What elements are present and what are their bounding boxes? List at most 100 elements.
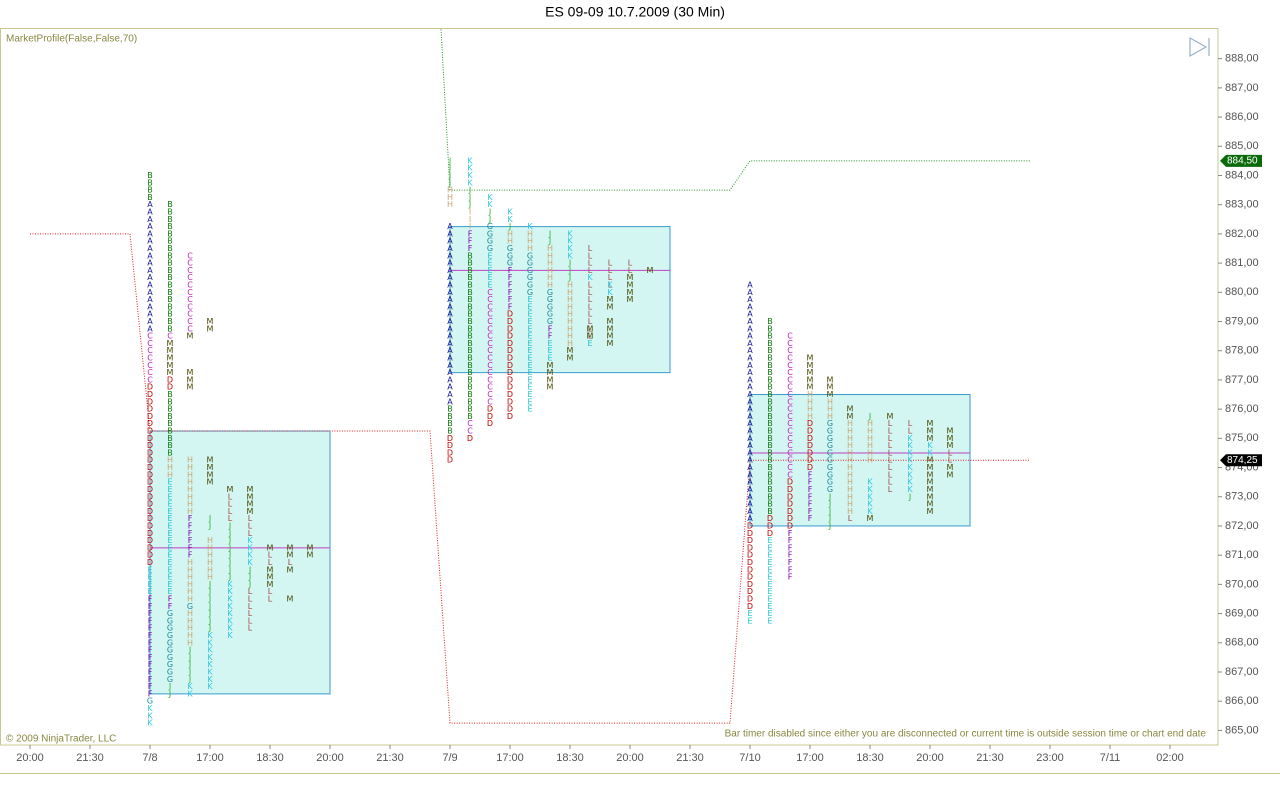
- tpo-letter: H: [187, 492, 193, 501]
- tpo-segment: HH: [507, 229, 513, 245]
- tpo-letter: A: [147, 215, 153, 224]
- tpo-letter: L: [888, 448, 893, 457]
- tpo-letter: D: [147, 383, 153, 392]
- tpo-letter: M: [807, 383, 814, 392]
- tpo-letter: D: [507, 317, 513, 326]
- tpo-letter: C: [487, 317, 493, 326]
- tpo-letter: D: [507, 390, 513, 399]
- tpo-letter: E: [527, 383, 532, 392]
- tpo-segment: LL: [908, 419, 913, 435]
- tpo-letter: K: [227, 580, 233, 589]
- tpo-letter: G: [527, 288, 533, 297]
- tpo-letter: F: [508, 288, 513, 297]
- tpo-letter: K: [907, 485, 913, 494]
- x-tick-label: 21:30: [676, 752, 704, 764]
- tpo-letter: B: [767, 354, 773, 363]
- tpo-segment: G: [187, 602, 193, 611]
- tpo-letter: E: [767, 580, 772, 589]
- tpo-letter: D: [507, 405, 513, 414]
- tpo-letter: K: [567, 244, 573, 253]
- tpo-letter: L: [888, 456, 893, 465]
- tpo-letter: B: [167, 251, 173, 260]
- tpo-letter: E: [167, 478, 172, 487]
- tpo-letter: F: [148, 602, 153, 611]
- tpo-letter: A: [747, 317, 753, 326]
- tpo-letter: C: [187, 266, 193, 275]
- tpo-letter: C: [487, 310, 493, 319]
- x-tick-label: 17:00: [196, 752, 224, 764]
- tpo-segment: MMM: [267, 565, 274, 589]
- scroll-end-button[interactable]: [1189, 36, 1210, 58]
- tpo-letter: B: [467, 383, 473, 392]
- tpo-letter: J: [208, 609, 211, 618]
- tpo-letter: E: [167, 543, 172, 552]
- tpo-letter: D: [507, 324, 513, 333]
- tpo-letter: A: [747, 332, 753, 341]
- tpo-letter: C: [147, 368, 153, 377]
- x-tick-label: 7/8: [142, 752, 157, 764]
- tpo-letter: E: [767, 543, 772, 552]
- tpo-letter: H: [207, 565, 213, 574]
- tpo-letter: A: [447, 288, 453, 297]
- tpo-letter: C: [787, 383, 793, 392]
- tpo-letter: G: [827, 478, 833, 487]
- tpo-letter: M: [287, 565, 294, 574]
- tpo-letter: M: [247, 507, 254, 516]
- tpo-letter: B: [767, 500, 773, 509]
- tpo-letter: B: [467, 273, 473, 282]
- tpo-segment: HHH: [527, 229, 533, 253]
- tpo-segment: LL: [268, 551, 273, 567]
- tpo-letter: D: [147, 492, 153, 501]
- tpo-letter: L: [588, 302, 593, 311]
- tpo-letter: J: [188, 667, 191, 676]
- x-tick-label: 02:00: [1156, 752, 1184, 764]
- tpo-letter: H: [807, 405, 813, 414]
- tpo-letter: A: [147, 324, 153, 333]
- tpo-letter: B: [447, 419, 453, 428]
- tpo-letter: M: [927, 456, 934, 465]
- axes: 865,00 866,00 867,00 868,00 869,00 870,00 871,…: [16, 53, 1262, 764]
- tpo-letter: L: [248, 594, 253, 603]
- y-tick-label: 888,00: [1225, 53, 1259, 65]
- tpo-letter: H: [567, 317, 573, 326]
- x-tick-label: 20:00: [16, 752, 44, 764]
- tpo-letter: J: [568, 273, 571, 282]
- tpo-letter: L: [608, 259, 613, 268]
- tpo-segment: J: [908, 492, 911, 501]
- tpo-letter: A: [747, 397, 753, 406]
- tpo-letter: H: [847, 419, 853, 428]
- tpo-segment: J: [868, 412, 871, 421]
- value-area: [149, 430, 331, 695]
- tpo-letter: B: [147, 178, 153, 187]
- tpo-letter: B: [447, 405, 453, 414]
- tpo-letter: K: [207, 646, 213, 655]
- tpo-letter: C: [487, 339, 493, 348]
- tpo-letter: K: [907, 448, 913, 457]
- tpo-letter: B: [467, 346, 473, 355]
- tpo-letter: E: [487, 266, 492, 275]
- tpo-letter: A: [147, 229, 153, 238]
- tpo-letter: G: [827, 419, 833, 428]
- tpo-letter: C: [787, 361, 793, 370]
- tpo-letter: A: [747, 375, 753, 384]
- x-tick-label: 20:00: [316, 752, 344, 764]
- tpo-letter: H: [827, 412, 833, 421]
- tpo-letter: D: [787, 485, 793, 494]
- tpo-letter: F: [148, 638, 153, 647]
- y-tick-label: 867,00: [1225, 666, 1259, 678]
- tpo-letter: L: [628, 266, 633, 275]
- tpo-letter: M: [587, 324, 594, 333]
- tpo-letter: L: [588, 288, 593, 297]
- tpo-letter: D: [147, 500, 153, 509]
- x-tick-label: 21:30: [76, 752, 104, 764]
- tpo-letter: L: [588, 266, 593, 275]
- tpo-letter: M: [247, 500, 254, 509]
- tpo-letter: J: [248, 580, 251, 589]
- tpo-letter: L: [888, 419, 893, 428]
- tpo-letter: E: [167, 587, 172, 596]
- tpo-letter: H: [547, 281, 553, 290]
